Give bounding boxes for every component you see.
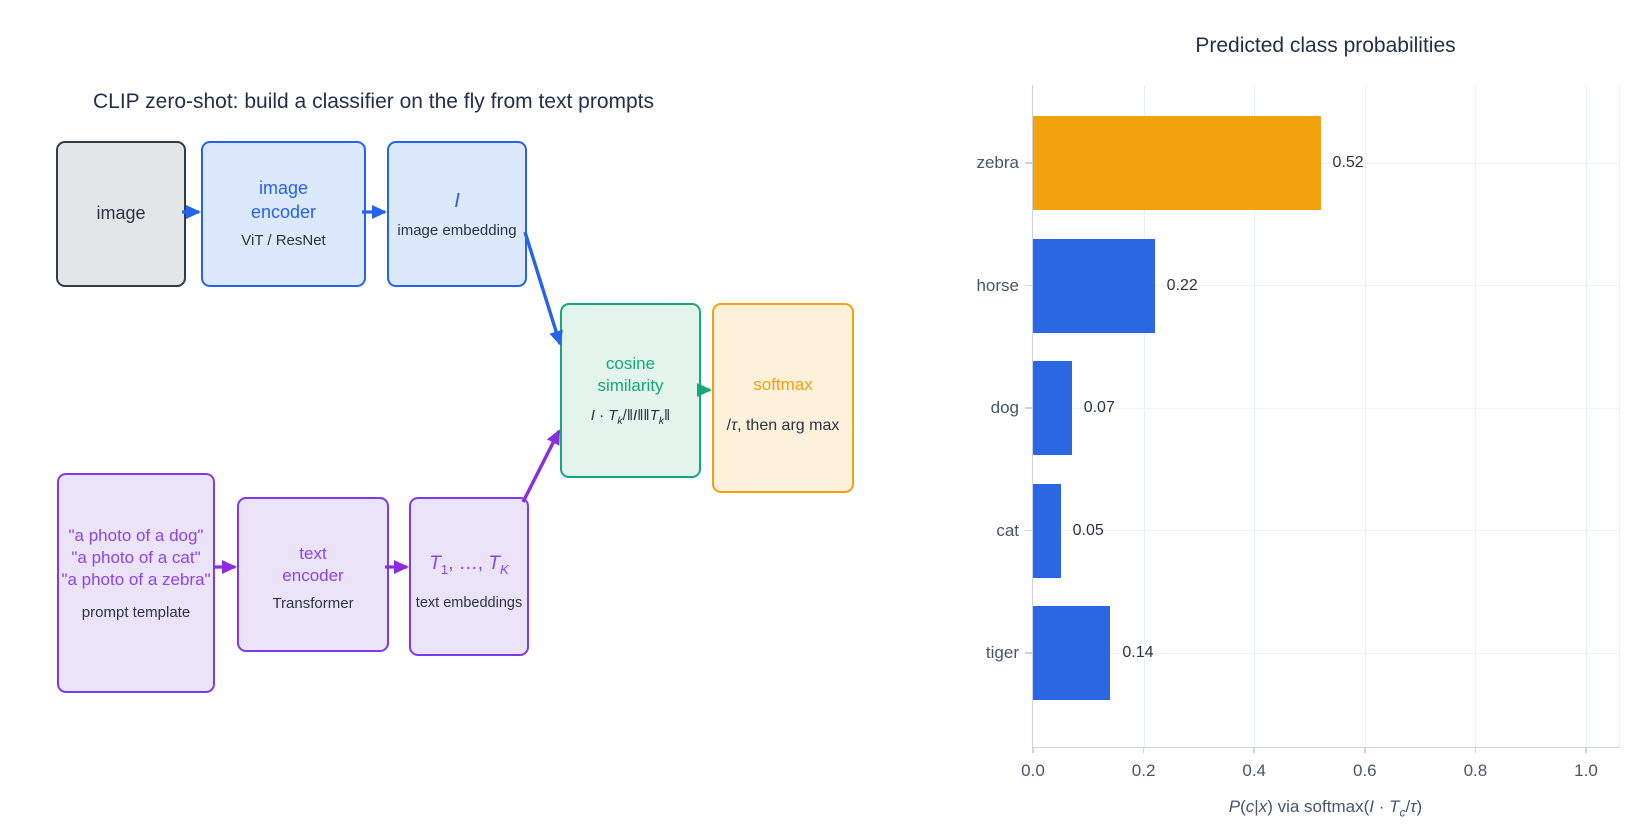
x-tick <box>1032 747 1034 753</box>
x-tick-label: 0.4 <box>1242 761 1267 780</box>
plot-area: 0.52 zebra 0.22 horse 0.07 dog 0.05 cat 0.14 tige… <box>976 85 1620 780</box>
value-label: 0.22 <box>1166 276 1198 294</box>
x-tick <box>1253 747 1255 753</box>
softmax-label: softmax <box>753 374 813 394</box>
prompt-template-sub: prompt template <box>81 604 191 621</box>
value-label: 0.52 <box>1332 154 1364 171</box>
y-tick <box>1025 652 1032 654</box>
text-embeddings-sub: text embeddings <box>415 595 523 612</box>
y-tick <box>1025 162 1032 164</box>
category-label: zebra <box>976 153 1019 172</box>
value-label: 0.07 <box>1083 399 1115 416</box>
x-axis-label: P(c|x) via softmax(I · Tc/τ) <box>1228 797 1423 820</box>
image-encoder-label: image encoder <box>250 178 317 222</box>
diagram-arrows <box>182 205 712 574</box>
prompt-template-box: "a photo of a dog" "a photo of a cat" "a… <box>57 473 215 693</box>
y-tick <box>1025 407 1032 409</box>
arrow-embedding-to-cosine <box>523 231 563 346</box>
text-encoder-sub: Transformer <box>272 595 354 613</box>
gridline-horizontal <box>1033 285 1620 286</box>
value-label: 0.05 <box>1072 521 1104 539</box>
x-tick <box>1142 747 1145 753</box>
x-tick-label: 1.0 <box>1574 761 1598 780</box>
softmax-sub: /τ, then arg max <box>726 416 840 434</box>
cosine-similarity-box: cosine similarity I · Tk/‖I‖‖Tk‖ <box>560 303 701 478</box>
x-tick-label: 0.6 <box>1352 761 1377 780</box>
gridline-vertical <box>1143 85 1145 747</box>
image-encoder-sub: ViT / ResNet <box>241 232 326 250</box>
gridline-horizontal <box>1033 162 1620 164</box>
gridline-horizontal <box>1033 652 1620 654</box>
x-tick <box>1364 747 1366 753</box>
gridline-vertical <box>1619 85 1620 747</box>
bar <box>1033 483 1061 578</box>
gridline-vertical <box>1586 85 1587 747</box>
category-label: tiger <box>985 643 1019 662</box>
gridline-horizontal <box>1033 407 1620 409</box>
x-tick-label: 0.8 <box>1463 761 1488 780</box>
image-box-label: image <box>96 203 146 224</box>
y-tick <box>1025 284 1032 287</box>
image-encoder-box: image encoder ViT / ResNet <box>201 141 366 287</box>
y-tick <box>1025 529 1032 532</box>
text-embeddings-symbol: T1, …, TK <box>429 553 509 577</box>
image-embedding-box: I image embedding <box>387 141 527 287</box>
image-box: image <box>56 141 186 287</box>
x-tick <box>1474 747 1477 753</box>
x-tick-label: 0.0 <box>1021 761 1045 780</box>
bar <box>1033 361 1072 455</box>
image-embedding-sub: image embedding <box>397 221 517 239</box>
prompt-line: "a photo of a cat" <box>71 548 201 567</box>
bar <box>1033 116 1321 210</box>
chart-title: Predicted class probabilities <box>1195 34 1456 57</box>
prompt-line: "a photo of a zebra" <box>61 570 211 589</box>
gridline-vertical <box>1254 85 1256 747</box>
softmax-box: softmax /τ, then arg max <box>712 303 854 493</box>
category-label: cat <box>996 520 1019 540</box>
cosine-similarity-label: cosine similarity <box>597 353 664 395</box>
bar <box>1033 606 1111 700</box>
gridline-horizontal <box>1033 530 1620 531</box>
diagram-title: CLIP zero-shot: build a classifier on th… <box>93 90 655 113</box>
gridline-vertical <box>1475 85 1477 747</box>
text-embeddings-box: T1, …, TK text embeddings <box>409 497 529 656</box>
value-label: 0.14 <box>1122 644 1154 661</box>
x-tick-label: 0.2 <box>1131 761 1156 780</box>
arrow-embeddings-to-cosine <box>521 429 561 503</box>
gridline-vertical <box>1364 85 1366 747</box>
image-embedding-symbol: I <box>454 189 460 212</box>
cosine-formula: I · Tk/‖I‖‖Tk‖ <box>590 406 671 427</box>
text-encoder-box: text encoder Transformer <box>237 497 389 652</box>
text-encoder-label: text encoder <box>282 544 344 586</box>
prompt-line: "a photo of a dog" <box>68 526 204 545</box>
category-label: horse <box>976 275 1019 295</box>
category-label: dog <box>990 398 1019 417</box>
bar <box>1033 238 1155 333</box>
x-tick <box>1585 747 1587 753</box>
